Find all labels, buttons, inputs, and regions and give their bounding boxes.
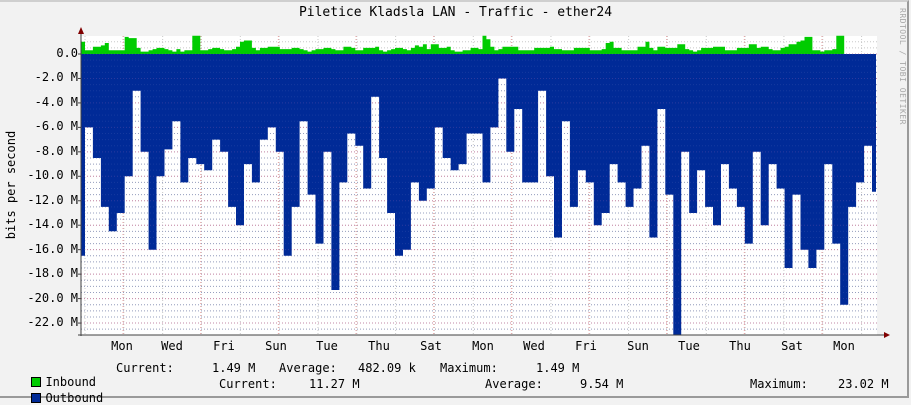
inbound-average-value: 482.09 k (358, 361, 416, 375)
outbound-average-label: Average: (485, 377, 543, 391)
x-tick-label: Thu (729, 339, 751, 353)
outbound-maximum-label: Maximum: (750, 377, 808, 391)
y-tick-label: -10.0 M (27, 168, 78, 183)
outbound-swatch-icon (31, 393, 42, 403)
inbound-current-value: 1.49 M (212, 361, 256, 375)
x-tick-label: Wed (161, 339, 183, 353)
x-tick-label: Mon (111, 339, 133, 353)
x-tick-label: Sun (627, 339, 649, 353)
inbound-label: Inbound (45, 375, 97, 389)
x-tick-label: Wed (523, 339, 545, 353)
outbound-average-value: 9.54 M (580, 377, 624, 391)
inbound-maximum-label: Maximum: (440, 361, 498, 375)
x-tick-label: Sun (265, 339, 287, 353)
chart-title: Piletice Kladsla LAN - Traffic - ether24 (298, 5, 613, 20)
x-tick-label: Thu (368, 339, 390, 353)
x-tick-label: Tue (678, 339, 700, 353)
y-tick-label: -22.0 M (27, 315, 78, 330)
y-tick-label: -8.0 M (34, 143, 78, 158)
legend-outbound-row: Outbound (17, 377, 103, 405)
inbound-swatch-icon (31, 377, 42, 387)
x-tick-label: Fri (575, 339, 597, 353)
x-tick-label: Sat (781, 339, 803, 353)
y-tick-label: 0.0 (56, 46, 78, 60)
y-tick-label: -4.0 M (34, 94, 78, 109)
y-tick-label: -2.0 M (34, 70, 78, 85)
outbound-maximum-value: 23.02 M (838, 377, 889, 391)
rrdtool-watermark: RRDTOOL / TOBI OETIKER (898, 8, 907, 125)
outbound-current-label: Current: (219, 377, 277, 391)
y-tick-label: -14.0 M (27, 217, 78, 232)
outbound-current-value: 11.27 M (309, 377, 360, 391)
inbound-average-label: Average: (279, 361, 337, 375)
x-tick-label: Mon (472, 339, 494, 353)
x-tick-label: Fri (213, 339, 235, 353)
y-tick-label: -16.0 M (27, 241, 78, 256)
x-tick-label: Tue (316, 339, 338, 353)
y-tick-label: -20.0 M (27, 290, 78, 305)
y-tick-label: -18.0 M (27, 266, 78, 281)
y-tick-label: -6.0 M (34, 119, 78, 134)
legend-inbound-row: Inbound (17, 361, 96, 389)
y-tick-label: -12.0 M (27, 192, 78, 207)
x-tick-label: Mon (833, 339, 855, 353)
inbound-area (81, 35, 876, 54)
outbound-label: Outbound (45, 391, 104, 405)
outbound-area (81, 54, 876, 336)
inbound-maximum-value: 1.49 M (536, 361, 580, 375)
inbound-current-label: Current: (116, 361, 174, 375)
x-tick-label: Sat (420, 339, 442, 353)
